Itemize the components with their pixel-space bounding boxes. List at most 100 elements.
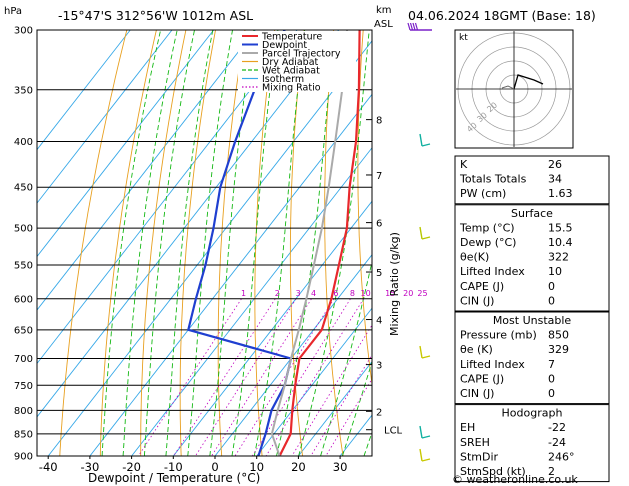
km-tick-label: 3 — [376, 361, 382, 372]
temperature-tick-label: -10 — [164, 460, 183, 474]
dry-adiabat-line — [99, 30, 157, 456]
table-row-value: 34 — [548, 173, 562, 186]
parcel-trajectory-line — [270, 30, 349, 456]
mixing-ratio-line — [291, 324, 372, 456]
temperature-tick-label: 30 — [333, 460, 348, 474]
table-row-label: θe (K) — [460, 343, 493, 356]
table-row-value: 0 — [548, 387, 555, 400]
wind-barb-flag — [407, 22, 411, 31]
table-row-label: StmSpd (kt) — [460, 465, 526, 478]
hodograph-storm-motion — [501, 85, 515, 90]
table-row-label: CAPE (J) — [460, 372, 504, 385]
isotherm-line — [37, 30, 173, 204]
wind-barb-flag — [421, 236, 431, 240]
pressure-tick-label: 500 — [14, 224, 33, 235]
mixing-ratio-labels: 1 2 3 4 6 8 10 15 20 25 — [241, 289, 428, 298]
km-tick-label: 8 — [376, 116, 382, 127]
mixing-ratio-axis-label: Mixing Ratio (g/kg) — [388, 232, 401, 336]
table-row-label: Totals Totals — [459, 173, 527, 186]
pressure-tick-label: 900 — [14, 452, 33, 463]
table-frame — [454, 311, 610, 405]
wind-barb — [419, 448, 423, 462]
plot-frame — [36, 29, 373, 457]
mixing-ratio-label: 20 — [403, 289, 413, 298]
table-row-label: Dewp (°C) — [460, 236, 516, 249]
pressure-tick-label: 450 — [14, 183, 33, 194]
pressure-tick-label: 700 — [14, 354, 33, 365]
table-row-value: 10.4 — [548, 236, 573, 249]
table-row-value: 2 — [548, 465, 555, 478]
table-row-label: K — [460, 158, 468, 171]
legend-entry: Dewpoint — [262, 40, 307, 51]
wind-barb-flag — [421, 435, 431, 439]
table-row-label: Lifted Index — [460, 265, 525, 278]
table-frame — [454, 404, 610, 483]
wind-barb-flag — [421, 458, 431, 462]
dry-adiabat-line — [59, 30, 128, 456]
table-row-value: 10 — [548, 265, 562, 278]
wet-adiabat-line — [253, 30, 306, 456]
legend-entry: Temperature — [261, 32, 322, 43]
wind-barb-flag — [412, 22, 416, 31]
mixing-ratio-label: 25 — [417, 289, 427, 298]
mixing-ratio-label: 3 — [296, 289, 301, 298]
wet-adiabat-line — [231, 30, 279, 456]
pressure-tick-label: 850 — [14, 429, 33, 440]
table-row-label: PW (cm) — [460, 187, 506, 200]
table-row-value: 246° — [548, 450, 575, 463]
table-row-value: 7 — [548, 358, 555, 371]
wind-barb-flag — [409, 22, 414, 31]
mixing-ratio-line — [195, 298, 297, 456]
isotherm-line — [37, 30, 215, 258]
pressure-tick-label: 550 — [14, 261, 33, 272]
pressure-tick-label: 300 — [14, 26, 33, 37]
table-row-label: CIN (J) — [460, 387, 494, 400]
table-row-value: 0 — [548, 280, 555, 293]
table-title: Surface — [511, 207, 553, 220]
mixing-ratio-label: 1 — [241, 289, 246, 298]
table-row-value: 26 — [548, 158, 562, 171]
mixing-ratio-label: 6 — [333, 289, 338, 298]
sounding-series — [187, 30, 361, 456]
legend-entry: Mixing Ratio — [262, 83, 321, 94]
mixing-ratio-label: 8 — [350, 289, 355, 298]
mixing-ratio-label: 2 — [275, 289, 280, 298]
table-row-value: 0 — [548, 372, 555, 385]
location-title: -15°47'S 312°56'W 1012m ASL — [58, 8, 253, 23]
pressure-tick-label: 350 — [14, 85, 33, 96]
table-row-label: StmDir — [460, 450, 499, 463]
temperature-tick-label: 0 — [211, 460, 218, 474]
table-title: Most Unstable — [493, 314, 572, 327]
temperature-axis: -40 -30 -20 -10 0 10 20 30 — [39, 456, 348, 474]
table-row-label: SREH — [460, 436, 490, 449]
table-row-value: 329 — [548, 343, 569, 356]
table-row-value: -24 — [548, 436, 566, 449]
temperature-tick-label: 20 — [291, 460, 306, 474]
isotherm-line — [37, 30, 298, 365]
legend-entry: Isotherm — [262, 74, 304, 85]
table-row-label: θe(K) — [460, 251, 489, 264]
wind-barb-flag — [421, 355, 431, 359]
pressure-tick-label: 800 — [14, 406, 33, 417]
dewpoint-line — [187, 30, 293, 456]
table-row-label: EH — [460, 421, 475, 434]
pressure-tick-label: 650 — [14, 325, 33, 336]
wind-barb — [419, 133, 423, 147]
wind-barb — [419, 226, 423, 240]
table-row-value: 322 — [548, 251, 569, 264]
plot-area — [37, 30, 372, 456]
table-row-value: -22 — [548, 421, 566, 434]
isotherm-line — [37, 30, 340, 418]
temperature-tick-label: -20 — [122, 460, 141, 474]
hpa-label: hPa — [4, 6, 22, 17]
km-tick-label: LCL — [384, 426, 403, 437]
pressure-tick-label: 750 — [14, 381, 33, 392]
table-row-value: 15.5 — [548, 221, 573, 234]
mixing-ratio-label: 15 — [385, 289, 395, 298]
temperature-tick-label: 10 — [249, 460, 264, 474]
table-row-label: Pressure (mb) — [460, 329, 537, 342]
table-row-value: 850 — [548, 329, 569, 342]
